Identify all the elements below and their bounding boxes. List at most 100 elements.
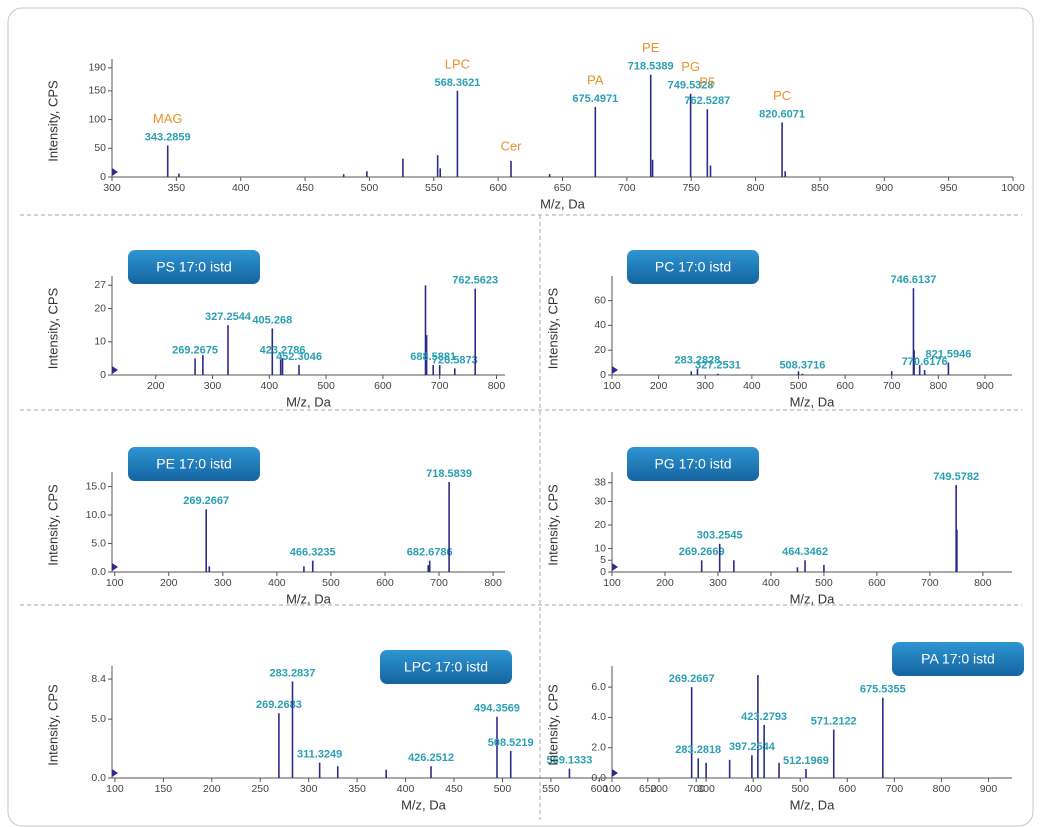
x-tick-label: 100 [603,783,621,795]
y-tick-label: 4.0 [591,711,606,723]
chart-title: PS 17:0 istd [156,259,232,275]
peak-label: 423.2793 [741,711,787,723]
x-tick-label: 700 [886,783,904,795]
x-tick-label: 400 [261,380,279,392]
y-tick-label: 2.0 [591,741,606,753]
peak-label: 821.5946 [925,349,971,361]
x-tick-label: 650 [554,182,572,194]
y-tick-label: 0 [100,369,106,381]
title-box [380,650,512,684]
x-tick-label: 500 [790,380,808,392]
x-tick-label: 300 [103,182,121,194]
peak-label: 762.5623 [452,275,498,287]
y-tick-label: 20 [594,344,606,356]
peak-label: 762.5287 [684,95,730,107]
peak-label: 568.3621 [434,77,480,89]
peak-label: 718.5839 [426,468,472,480]
y-tick-label: 0.0 [591,772,606,784]
x-tick-label: 200 [147,380,165,392]
y-tick-label: 60 [594,294,606,306]
x-tick-label: 800 [974,577,992,589]
y-tick-label: 10.0 [86,509,107,521]
y-axis-label: Intensity, CPS [545,684,560,766]
compound-name: PC [773,88,791,103]
x-tick-label: 600 [376,577,394,589]
x-tick-label: 100 [603,380,621,392]
x-tick-label: 450 [296,182,314,194]
peak-label: 688.5881 [410,351,456,363]
peak-label: 397.2544 [729,741,776,753]
x-tick-label: 900 [876,182,894,194]
axis-marker [112,366,118,374]
x-tick-label: 600 [591,783,609,795]
peak-label: 269.2669 [679,546,725,558]
x-tick-label: 700 [687,783,705,795]
x-tick-label: 500 [322,577,340,589]
peak-label: 452.3046 [276,351,322,363]
x-axis-label: M/z, Da [790,591,836,606]
peak-label: 749.5782 [933,471,979,483]
x-tick-label: 200 [160,577,178,589]
x-tick-label: 250 [251,783,269,795]
y-tick-label: 5 [600,554,606,566]
peak-label: 512.1969 [783,755,829,767]
peak-label: 466.3235 [290,547,336,559]
y-tick-label: 0 [600,369,606,381]
x-tick-label: 600 [839,783,857,795]
x-tick-label: 100 [106,577,124,589]
title-box [128,447,260,481]
y-tick-label: 5.0 [91,713,106,725]
x-tick-label: 700 [883,380,901,392]
x-tick-label: 600 [374,380,392,392]
title-box [128,250,260,284]
x-axis-label: M/z, Da [540,196,586,211]
y-tick-label: 20 [94,302,106,314]
peak-label: 770.6176 [902,356,948,368]
frame [7,7,1034,827]
x-tick-label: 200 [203,783,221,795]
compound-name: PE [642,40,660,55]
x-tick-label: 900 [976,380,994,392]
x-tick-label: 800 [488,380,506,392]
x-tick-label: 200 [656,577,674,589]
x-axis-label: M/z, Da [286,394,332,409]
x-tick-label: 550 [425,182,443,194]
x-tick-label: 400 [762,577,780,589]
y-axis-label: Intensity, CPS [45,484,60,566]
x-axis-label: M/z, Da [401,797,447,812]
peak-label: 269.2683 [256,699,302,711]
x-tick-label: 150 [155,783,173,795]
y-tick-label: 38 [594,476,606,488]
peak-label: 311.3249 [297,749,342,761]
x-tick-label: 300 [214,577,232,589]
x-tick-label: 300 [697,783,715,795]
x-tick-label: 700 [430,577,448,589]
y-tick-label: 40 [594,319,606,331]
x-tick-label: 300 [709,577,727,589]
peak-label: 675.5355 [860,684,906,696]
y-tick-label: 0.0 [91,772,106,784]
x-tick-label: 850 [811,182,829,194]
y-tick-label: 27 [94,279,106,291]
y-tick-label: 10 [594,542,606,554]
x-tick-label: 300 [300,783,318,795]
peak-label: 283.2837 [270,667,316,679]
x-tick-label: 800 [747,182,765,194]
y-tick-label: 0 [600,566,606,578]
compound-name: Cer [501,138,523,153]
peak-label: 675.4971 [572,93,618,105]
peak-label: 423.2786 [260,344,306,356]
chart-title: PG 17:0 istd [654,456,731,472]
y-tick-label: 8.4 [91,673,106,685]
peak-label: 464.3462 [782,546,828,558]
peak-label: 494.3569 [474,703,520,715]
y-tick-label: 15.0 [86,480,107,492]
x-tick-label: 400 [744,783,762,795]
peak-label: 327.2544 [205,311,252,323]
y-axis-label: Intensity, CPS [545,287,560,369]
compound-name: P5 [699,75,715,90]
peak-label: 283.2818 [675,744,721,756]
y-tick-label: 100 [88,113,106,125]
peak-label: 269.2667 [669,673,715,685]
